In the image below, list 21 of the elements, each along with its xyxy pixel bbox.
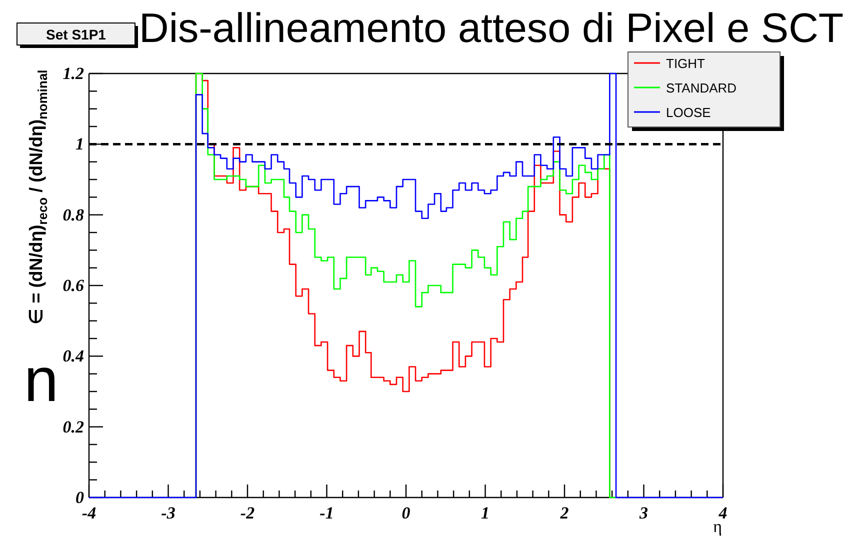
chart-subtitle: Set S1P1 bbox=[46, 26, 106, 42]
y-tick-label: 0 bbox=[76, 488, 84, 507]
legend-label: LOOSE bbox=[666, 105, 712, 120]
y-tick-label: 0.4 bbox=[62, 346, 84, 366]
chart-title: Dis-allineamento atteso di Pixel e SCT bbox=[139, 5, 844, 51]
x-tick-label: -3 bbox=[161, 504, 176, 523]
legend-label: STANDARD bbox=[666, 80, 737, 96]
y-tick-label: 0.2 bbox=[62, 417, 84, 436]
text: n bbox=[24, 346, 58, 415]
y-tick-label: 0.6 bbox=[62, 276, 84, 295]
x-tick-label: 3 bbox=[638, 504, 648, 523]
y-tick-label: 0.8 bbox=[62, 205, 84, 224]
x-tick-label: 1 bbox=[481, 504, 490, 523]
x-tick-label: -1 bbox=[320, 504, 334, 523]
x-tick-label: 0 bbox=[402, 504, 411, 523]
y-tick-label: 1.2 bbox=[62, 64, 84, 83]
y-tick-label: 1 bbox=[76, 134, 84, 154]
x-tick-label: -4 bbox=[82, 504, 96, 523]
x-tick-label: -2 bbox=[240, 504, 256, 523]
x-tick-label: 2 bbox=[559, 504, 570, 523]
legend-label: TIGHT bbox=[666, 56, 706, 71]
